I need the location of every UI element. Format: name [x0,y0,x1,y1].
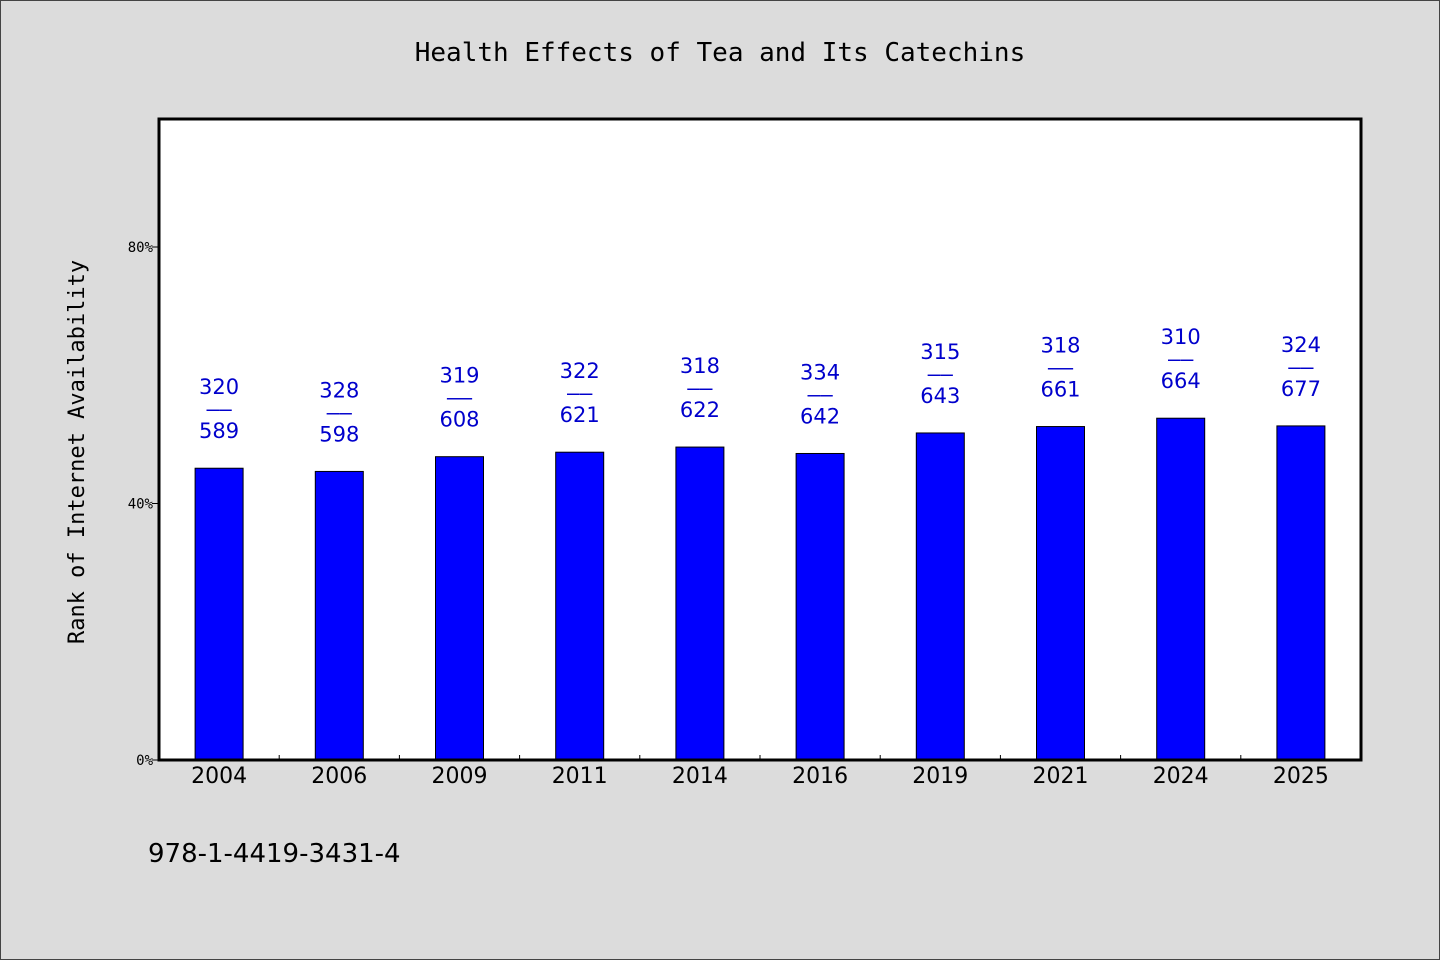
data-label-top-2014: 318 [680,354,720,378]
isbn-text: 978-1-4419-3431-4 [148,839,401,869]
data-label-bottom-2009: 608 [439,408,479,432]
data-label-bottom-2006: 598 [319,422,359,446]
x-tick-label-2019: 2019 [912,764,968,789]
y-tick-label: 0% [136,753,153,769]
data-label-top-2019: 315 [920,340,960,364]
axis-layer: 2004 2006 2009 2011 2014 2016 2019 2021 2024 2025… [128,240,1329,789]
data-label-top-2021: 318 [1040,334,1080,358]
bar-2021 [1036,426,1085,761]
bar-2019 [915,432,965,761]
plot-border [157,117,1363,762]
y-tick-label: 80% [128,240,154,256]
data-label-separator-2006: —— [327,400,353,424]
data-label-separator-2014: —— [687,376,713,400]
data-label-bottom-2016: 642 [800,404,840,428]
bar-2006 [314,470,364,761]
x-tick-label-2014: 2014 [672,764,728,789]
data-label-bottom-2024: 664 [1161,369,1201,393]
data-label-bottom-2019: 643 [920,384,960,408]
y-axis-label: Rank of Internet Availability [65,260,90,644]
data-label-bottom-2021: 661 [1040,378,1080,402]
bar-2009 [435,456,484,761]
bar-2016 [795,452,845,761]
x-tick-label-2016: 2016 [792,764,848,789]
x-tick-label-2024: 2024 [1153,764,1209,789]
bars-layer [194,417,1326,761]
data-label-top-2025: 324 [1281,333,1321,357]
data-label-top-2016: 334 [800,360,840,384]
x-tick-label-2011: 2011 [552,764,608,789]
data-label-separator-2024: —— [1168,347,1194,371]
chart-title: Health Effects of Tea and Its Catechins [415,38,1025,68]
data-label-separator-2011: —— [567,381,593,405]
data-label-top-2004: 320 [199,375,239,399]
x-tick-label-2004: 2004 [191,764,247,789]
bar-2025 [1276,425,1326,761]
bar-2024 [1156,417,1206,761]
data-label-top-2006: 328 [319,378,359,402]
data-label-bottom-2014: 622 [680,398,720,422]
data-label-separator-2016: —— [807,382,833,406]
data-label-bottom-2004: 589 [199,419,239,443]
data-label-top-2009: 319 [439,364,479,388]
data-labels-layer: 589——320598——328608——319621——322622——318… [199,325,1321,446]
data-label-separator-2019: —— [928,362,954,386]
data-label-bottom-2011: 621 [560,403,600,427]
x-tick-label-2021: 2021 [1033,764,1089,789]
data-label-separator-2004: —— [206,397,232,421]
data-label-bottom-2025: 677 [1281,377,1321,401]
data-label-top-2024: 310 [1161,325,1201,349]
y-tick-label: 40% [128,497,154,513]
x-tick-label-2006: 2006 [311,764,367,789]
data-label-top-2011: 322 [560,359,600,383]
data-label-separator-2025: —— [1288,355,1314,379]
x-tick-label-2025: 2025 [1273,764,1329,789]
data-label-separator-2009: —— [447,386,473,410]
x-tick-label-2009: 2009 [432,764,488,789]
data-label-separator-2021: —— [1048,356,1074,380]
bar-2004 [194,467,244,761]
bar-2014 [675,446,725,761]
bar-2011 [555,451,605,761]
